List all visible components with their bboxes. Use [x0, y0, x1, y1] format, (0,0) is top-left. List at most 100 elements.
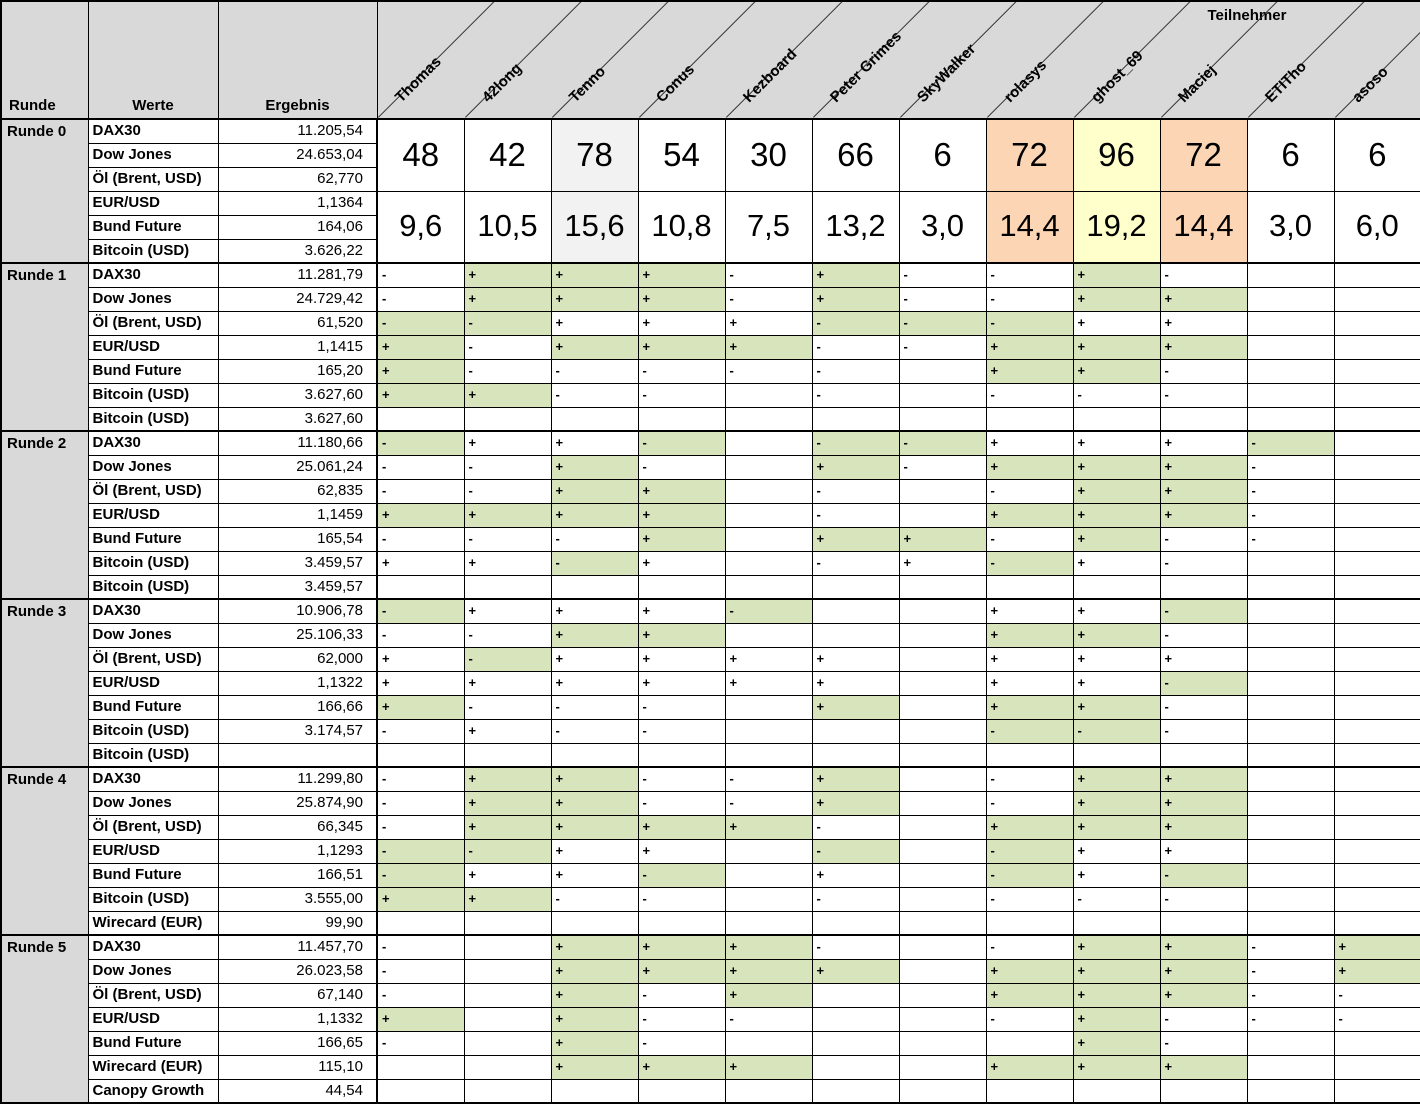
- mark-cell[interactable]: +: [550, 982, 639, 1008]
- wert-cell[interactable]: EUR/USD: [87, 190, 219, 216]
- participant-name[interactable]: Maciej: [1174, 61, 1219, 106]
- mark-cell[interactable]: [1333, 526, 1420, 552]
- mark-cell[interactable]: [898, 382, 987, 408]
- ergebnis-cell[interactable]: 25.106,33: [217, 622, 378, 648]
- mark-cell[interactable]: -: [1159, 622, 1248, 648]
- mark-cell[interactable]: +: [463, 502, 552, 528]
- mark-cell[interactable]: +: [724, 958, 813, 984]
- runde-label-cell[interactable]: Runde 0: [0, 118, 89, 264]
- mark-cell[interactable]: [724, 478, 813, 504]
- ergebnis-cell[interactable]: 165,54: [217, 526, 378, 552]
- mark-cell[interactable]: -: [637, 886, 726, 912]
- mark-cell[interactable]: [898, 910, 987, 936]
- mark-cell[interactable]: -: [1246, 430, 1335, 456]
- mark-cell[interactable]: [463, 910, 552, 936]
- mark-cell[interactable]: +: [985, 622, 1074, 648]
- mark-cell[interactable]: -: [463, 334, 552, 360]
- wert-cell[interactable]: Öl (Brent, USD): [87, 814, 219, 840]
- average-cell[interactable]: 14,4: [1159, 190, 1248, 264]
- mark-cell[interactable]: +: [637, 958, 726, 984]
- mark-cell[interactable]: [1072, 1078, 1161, 1104]
- mark-cell[interactable]: [1246, 334, 1335, 360]
- runde-label-cell[interactable]: Runde 4: [0, 766, 89, 936]
- mark-cell[interactable]: +: [550, 286, 639, 312]
- mark-cell[interactable]: [898, 1006, 987, 1032]
- mark-cell[interactable]: -: [811, 814, 900, 840]
- mark-cell[interactable]: -: [376, 598, 465, 624]
- mark-cell[interactable]: [1246, 670, 1335, 696]
- mark-cell[interactable]: [1333, 1030, 1420, 1056]
- participant-name[interactable]: SkyWalker: [913, 40, 979, 106]
- mark-cell[interactable]: [1246, 382, 1335, 408]
- mark-cell[interactable]: -: [724, 598, 813, 624]
- mark-cell[interactable]: +: [1333, 934, 1420, 960]
- mark-cell[interactable]: [1246, 358, 1335, 384]
- mark-cell[interactable]: [985, 1030, 1074, 1056]
- mark-cell[interactable]: -: [1072, 718, 1161, 744]
- mark-cell[interactable]: +: [1072, 838, 1161, 864]
- mark-cell[interactable]: [550, 406, 639, 432]
- mark-cell[interactable]: -: [985, 526, 1074, 552]
- mark-cell[interactable]: +: [1072, 1054, 1161, 1080]
- mark-cell[interactable]: +: [811, 862, 900, 888]
- mark-cell[interactable]: [1072, 742, 1161, 768]
- mark-cell[interactable]: +: [637, 622, 726, 648]
- mark-cell[interactable]: [1333, 1054, 1420, 1080]
- points-cell[interactable]: 42: [463, 118, 552, 192]
- mark-cell[interactable]: +: [985, 814, 1074, 840]
- wert-cell[interactable]: DAX30: [87, 262, 219, 288]
- mark-cell[interactable]: -: [1246, 958, 1335, 984]
- mark-cell[interactable]: [1333, 502, 1420, 528]
- mark-cell[interactable]: +: [1072, 694, 1161, 720]
- mark-cell[interactable]: +: [1159, 1054, 1248, 1080]
- mark-cell[interactable]: +: [985, 430, 1074, 456]
- wert-cell[interactable]: Wirecard (EUR): [87, 910, 219, 936]
- mark-cell[interactable]: [1246, 550, 1335, 576]
- mark-cell[interactable]: -: [637, 358, 726, 384]
- mark-cell[interactable]: +: [1072, 622, 1161, 648]
- mark-cell[interactable]: [1246, 718, 1335, 744]
- mark-cell[interactable]: [1246, 286, 1335, 312]
- mark-cell[interactable]: [376, 574, 465, 600]
- mark-cell[interactable]: +: [1072, 454, 1161, 480]
- mark-cell[interactable]: +: [985, 670, 1074, 696]
- mark-cell[interactable]: [1333, 286, 1420, 312]
- average-cell[interactable]: 19,2: [1072, 190, 1161, 264]
- participant-name[interactable]: ghost_69: [1087, 47, 1147, 106]
- mark-cell[interactable]: [463, 982, 552, 1008]
- mark-cell[interactable]: [724, 742, 813, 768]
- mark-cell[interactable]: [724, 430, 813, 456]
- mark-cell[interactable]: +: [1159, 430, 1248, 456]
- mark-cell[interactable]: [1246, 574, 1335, 600]
- ergebnis-cell[interactable]: 11.205,54: [217, 118, 378, 144]
- mark-cell[interactable]: [898, 502, 987, 528]
- mark-cell[interactable]: +: [550, 814, 639, 840]
- mark-cell[interactable]: -: [724, 766, 813, 792]
- points-cell[interactable]: 48: [376, 118, 465, 192]
- mark-cell[interactable]: [898, 670, 987, 696]
- mark-cell[interactable]: +: [463, 790, 552, 816]
- mark-cell[interactable]: +: [1072, 766, 1161, 792]
- mark-cell[interactable]: [463, 958, 552, 984]
- mark-cell[interactable]: +: [811, 526, 900, 552]
- wert-cell[interactable]: Öl (Brent, USD): [87, 310, 219, 336]
- mark-cell[interactable]: [463, 1030, 552, 1056]
- mark-cell[interactable]: [1333, 598, 1420, 624]
- mark-cell[interactable]: +: [376, 670, 465, 696]
- points-cell[interactable]: 66: [811, 118, 900, 192]
- mark-cell[interactable]: [550, 1078, 639, 1104]
- mark-cell[interactable]: [724, 718, 813, 744]
- mark-cell[interactable]: +: [1072, 286, 1161, 312]
- ergebnis-cell[interactable]: 24.729,42: [217, 286, 378, 312]
- wert-cell[interactable]: Bund Future: [87, 694, 219, 720]
- mark-cell[interactable]: -: [376, 310, 465, 336]
- ergebnis-cell[interactable]: 115,10: [217, 1054, 378, 1080]
- mark-cell[interactable]: -: [637, 982, 726, 1008]
- mark-cell[interactable]: [898, 358, 987, 384]
- mark-cell[interactable]: [1072, 406, 1161, 432]
- mark-cell[interactable]: +: [724, 982, 813, 1008]
- participant-name[interactable]: Peter Grimes: [826, 27, 905, 107]
- mark-cell[interactable]: +: [637, 838, 726, 864]
- mark-cell[interactable]: [1246, 1078, 1335, 1104]
- mark-cell[interactable]: [1333, 382, 1420, 408]
